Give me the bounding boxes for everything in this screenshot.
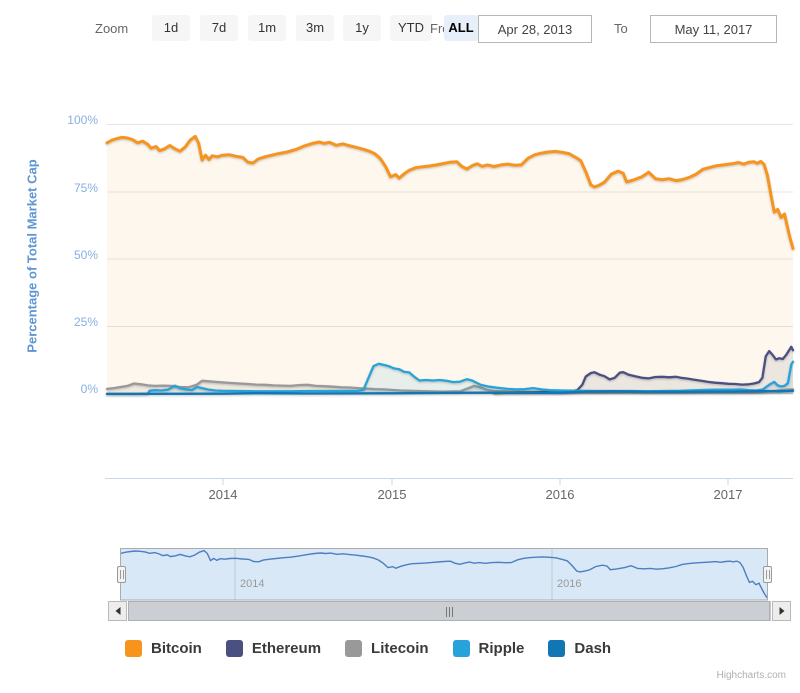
series-line-ethereum (492, 345, 795, 395)
navigator-right-handle[interactable] (763, 566, 772, 583)
x-tick-2014: 2014 (208, 487, 238, 502)
from-date-input[interactable] (478, 15, 592, 43)
chart-canvas (105, 124, 795, 601)
y-tick-50: 50% (73, 248, 98, 262)
y-tick-100: 100% (67, 113, 98, 127)
range-button-1m[interactable]: 1m (248, 15, 286, 41)
range-button-3m[interactable]: 3m (296, 15, 334, 41)
legend-item-ethereum[interactable]: Ethereum (225, 640, 322, 657)
highcharts-credit[interactable]: Highcharts.com (716, 670, 786, 681)
range-button-7d[interactable]: 7d (200, 15, 238, 41)
x-tick-2016: 2016 (545, 487, 575, 502)
legend-item-litecoin[interactable]: Litecoin (345, 640, 429, 657)
legend-label-dash: Dash (574, 640, 612, 657)
navigator-left-handle[interactable] (117, 566, 126, 583)
scrollbar-left-arrow[interactable] (108, 601, 127, 621)
series-area-bitcoin (107, 136, 793, 394)
range-button-all[interactable]: ALL (444, 15, 478, 41)
legend: Bitcoin Ethereum Litecoin Ripple Dash (125, 640, 611, 657)
legend-label-ethereum: Ethereum (251, 640, 322, 657)
x-tick-2015: 2015 (377, 487, 407, 502)
series-line-bitcoin (105, 134, 795, 250)
legend-item-dash[interactable]: Dash (548, 640, 611, 657)
dash-swatch-icon (548, 640, 566, 657)
range-button-1d[interactable]: 1d (152, 15, 190, 41)
x-axis (105, 478, 793, 485)
legend-item-ripple[interactable]: Ripple (452, 640, 525, 657)
y-axis-title: Percentage of Total Market Cap (24, 159, 40, 353)
to-label: To (614, 21, 628, 36)
ethereum-swatch-icon (225, 640, 243, 657)
litecoin-swatch-icon (345, 640, 363, 657)
navigator (120, 548, 768, 601)
range-button-ytd[interactable]: YTD (390, 15, 432, 41)
legend-item-bitcoin[interactable]: Bitcoin (125, 640, 202, 657)
scrollbar-thumb[interactable] (128, 601, 770, 621)
range-button-1y[interactable]: 1y (343, 15, 381, 41)
legend-label-ripple: Ripple (478, 640, 525, 657)
y-tick-0: 0% (80, 382, 98, 396)
series-line-dash (105, 389, 795, 396)
y-tick-25: 25% (73, 315, 98, 329)
legend-label-bitcoin: Bitcoin (151, 640, 202, 657)
scrollbar-right-arrow[interactable] (772, 601, 791, 621)
to-date-input[interactable] (650, 15, 777, 43)
ripple-swatch-icon (452, 640, 470, 657)
navigator-label-2014: 2014 (240, 578, 265, 590)
navigator-mask[interactable] (121, 549, 767, 600)
navigator-label-2016: 2016 (557, 578, 582, 590)
y-tick-75: 75% (73, 181, 98, 195)
series-line-ripple (105, 360, 795, 396)
right-arrow-icon (779, 607, 784, 615)
left-arrow-icon (115, 607, 120, 615)
series-group (105, 134, 795, 396)
navigator-series-line (120, 549, 768, 599)
x-tick-2017: 2017 (713, 487, 743, 502)
legend-label-litecoin: Litecoin (371, 640, 429, 657)
zoom-label: Zoom (95, 21, 129, 36)
bitcoin-swatch-icon (125, 640, 142, 657)
